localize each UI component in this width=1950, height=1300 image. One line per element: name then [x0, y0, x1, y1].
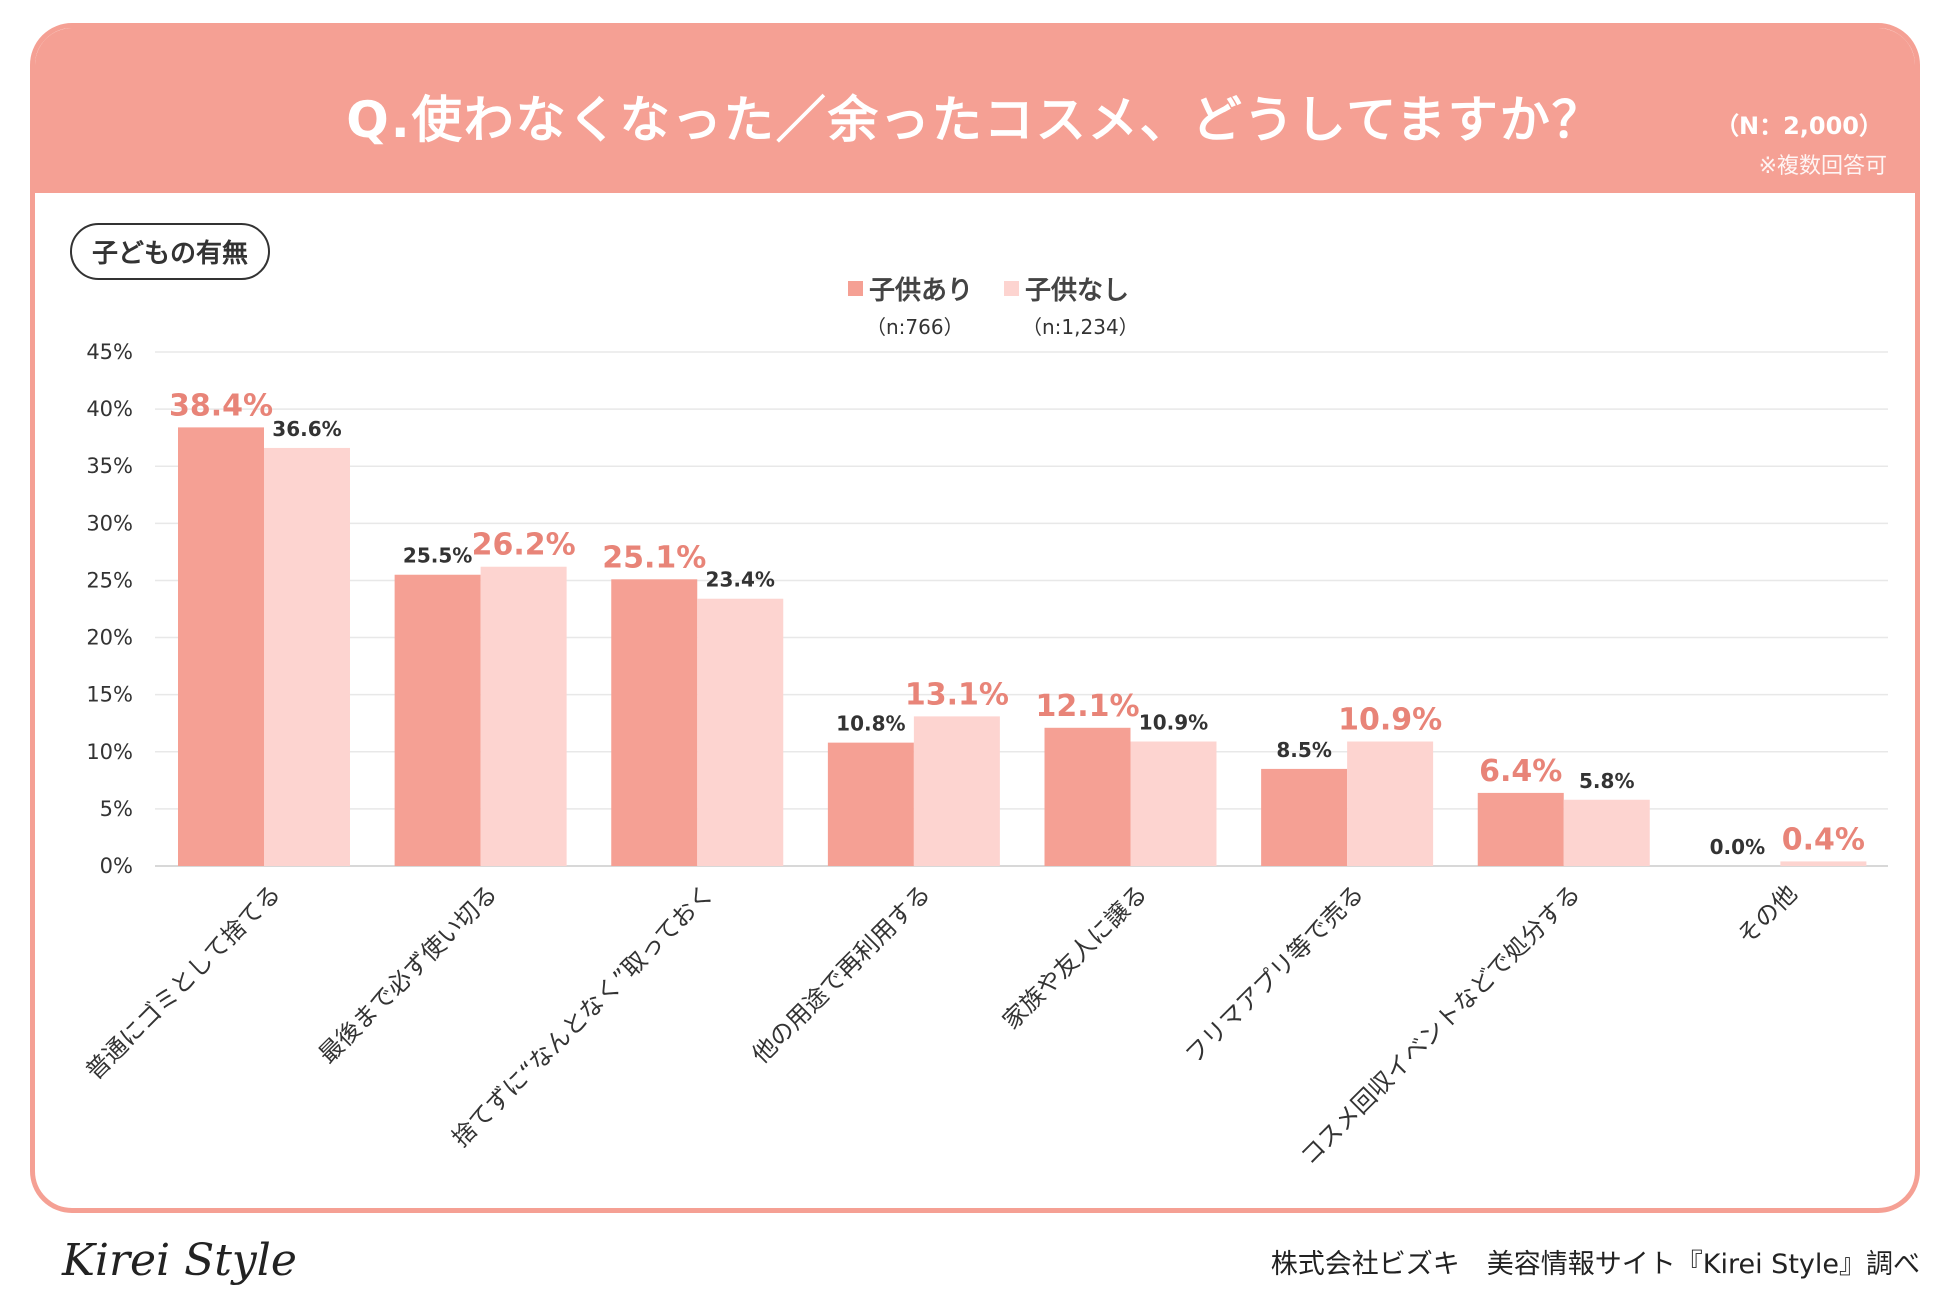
bar-with-children [394, 574, 481, 866]
bar-with-children [827, 742, 914, 866]
data-label: 36.6% [272, 417, 341, 441]
x-tick-label: 普通にゴミとして捨てる [80, 879, 286, 1085]
bar-with-children [1044, 727, 1131, 866]
bar-with-children [1261, 768, 1348, 866]
bar-with-children [611, 579, 698, 866]
data-label: 8.5% [1276, 738, 1331, 762]
title-banner: Q.使わなくなった／余ったコスメ、どうしてますか？ （N：2,000） ※複数回… [35, 28, 1915, 193]
data-label: 23.4% [706, 568, 775, 592]
y-tick-label: 30% [86, 511, 133, 535]
y-tick-label: 25% [86, 568, 133, 592]
data-label: 10.9% [1338, 702, 1442, 737]
bar-without-children [913, 716, 1000, 866]
bar-without-children [264, 447, 350, 866]
data-label: 5.8% [1579, 769, 1634, 793]
x-tick-label: 他の用途で再利用する [747, 879, 937, 1069]
legend-count: （n:1,234） [1022, 315, 1139, 339]
data-label: 0.0% [1710, 835, 1765, 859]
legend-item-without-children: 子供なし （n:1,234） [1004, 270, 1139, 350]
data-label: 13.1% [905, 677, 1009, 712]
x-tick-label: 家族や友人に譲る [997, 879, 1153, 1035]
sample-size: （N：2,000） [1715, 112, 1883, 140]
data-label: 38.4% [169, 388, 273, 423]
footer-credit: 株式会社ビズキ 美容情報サイト『Kirei Style』調べ [1270, 1249, 1920, 1280]
y-tick-label: 5% [100, 797, 133, 821]
legend-swatch-with-children [848, 281, 863, 296]
x-tick-label: その他 [1732, 879, 1803, 950]
bar-without-children [1563, 799, 1650, 866]
kirei-style-logo: Kirei Style [62, 1235, 297, 1286]
legend-label: 子供あり [869, 276, 974, 306]
x-tick-label: 捨てずに“なんとなく”取っておく [446, 879, 719, 1152]
bar-without-children [480, 566, 567, 866]
x-tick-label: 最後まで必ず使い切る [313, 879, 503, 1069]
y-tick-label: 35% [86, 454, 133, 478]
y-tick-label: 20% [86, 626, 133, 650]
legend-swatch-without-children [1004, 281, 1019, 296]
y-tick-label: 15% [86, 683, 133, 707]
bar-without-children [697, 598, 784, 866]
legend-item-with-children: 子供あり （n:766） [848, 270, 973, 350]
bar-without-children [1780, 861, 1867, 866]
data-label: 25.5% [403, 544, 472, 568]
legend-label: 子供なし [1025, 276, 1130, 306]
y-tick-label: 45% [86, 340, 133, 364]
data-label: 6.4% [1479, 754, 1562, 789]
bar-with-children [1477, 792, 1564, 866]
data-label: 26.2% [472, 528, 576, 563]
segment-tag: 子どもの有無 [70, 223, 271, 280]
multiple-answer-note: ※複数回答可 [1758, 154, 1887, 179]
data-label: 12.1% [1035, 689, 1139, 724]
legend-count: （n:766） [866, 315, 964, 339]
chart-title: Q.使わなくなった／余ったコスメ、どうしてますか？ [346, 91, 1604, 149]
x-tick-label: フリマアプリ等で売る [1180, 879, 1370, 1069]
data-label: 10.9% [1139, 710, 1208, 734]
data-label: 10.8% [836, 712, 905, 736]
y-tick-label: 0% [100, 854, 133, 878]
y-tick-label: 10% [86, 740, 133, 764]
bar-without-children [1347, 741, 1434, 866]
data-label: 25.1% [602, 540, 706, 575]
bar-without-children [1130, 741, 1217, 866]
y-tick-label: 40% [86, 397, 133, 421]
bar-with-children [178, 427, 264, 866]
data-label: 0.4% [1782, 822, 1865, 857]
